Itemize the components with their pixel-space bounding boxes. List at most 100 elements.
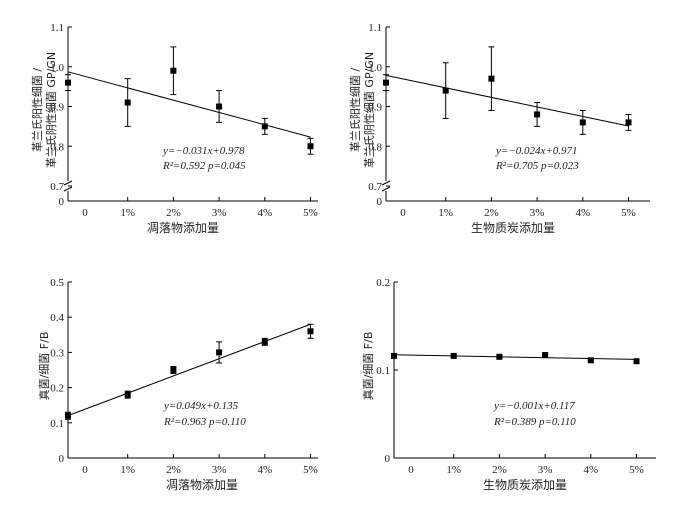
regression-line — [393, 354, 637, 360]
y-tick-label: 1.1 — [368, 22, 382, 34]
chart-panel-1: 0 0.7 0.8 0.9 1.0 1.1 0 1% 2% 3% 4% 5% 凋落物添加量 革兰氏阳性细菌… — [30, 22, 318, 235]
y-tick-label: 0.5 — [50, 277, 64, 289]
x-tick-label: 3% — [212, 207, 227, 219]
y-tick-label: 0.7 — [368, 181, 382, 193]
y-tick-label: 0.2 — [376, 277, 390, 289]
x-tick-label: 0 — [400, 207, 406, 219]
y-tick-label: 1.0 — [50, 62, 64, 74]
x-tick-label: 0 — [82, 207, 88, 219]
y-axis-label: 革兰氏阴性细菌 GP/GN — [362, 52, 376, 168]
x-tick-label: 3% — [530, 207, 545, 219]
data-point — [65, 79, 71, 86]
regression-line — [67, 323, 311, 417]
chart-panel-3: 0 0.1 0.2 0.3 0.4 0.5 0 1% 2% 3% 4% 5% 凋落物添加量 真菌/细菌 F… — [37, 277, 318, 492]
x-tick-label: 1% — [446, 464, 461, 476]
regression-equation: y=−0.024x+0.971 — [495, 145, 578, 157]
y-axis-label: 革兰氏阳性细菌 / — [30, 68, 44, 152]
data-point — [124, 99, 131, 106]
data-point — [216, 349, 223, 356]
data-point — [216, 103, 223, 110]
data-point — [579, 119, 586, 126]
data-point — [170, 67, 177, 74]
y-axis-label: 真菌/细菌 F/B — [37, 332, 51, 401]
regression-equation: y=−0.001x+0.117 — [493, 400, 575, 412]
y-tick-label: 0.2 — [50, 383, 64, 395]
data-point — [496, 353, 503, 360]
x-tick-label: 1% — [120, 464, 135, 476]
data-point — [261, 338, 268, 345]
data-point — [261, 123, 268, 130]
y-tick-label: 0 — [59, 196, 65, 208]
regression-stats: R²=0.963 p=0.110 — [163, 416, 246, 428]
y-tick-label: 0.8 — [368, 141, 382, 153]
x-tick-label: 4% — [257, 207, 272, 219]
data-point — [442, 87, 449, 94]
x-axis-label: 生物质炭添加量 — [471, 221, 555, 235]
y-tick-label: 0.8 — [50, 141, 64, 153]
x-tick-label: 0 — [408, 464, 414, 476]
data-point — [65, 412, 71, 419]
x-tick-label: 5% — [621, 207, 636, 219]
axis-break-mark — [381, 186, 391, 192]
data-point — [383, 79, 389, 86]
data-point — [488, 75, 495, 82]
x-axis-label: 生物质炭添加量 — [483, 478, 567, 492]
regression-equation: y=0.049x+0.135 — [163, 400, 239, 412]
chart-panel-4: 0 0.1 0.2 0 1% 2% 3% 4% 5% 生物质炭添加量 真菌/细菌 F/B y=−0.0… — [361, 277, 656, 492]
x-tick-label: 4% — [575, 207, 590, 219]
x-axis-label: 凋落物添加量 — [166, 478, 238, 492]
y-tick-label: 0.7 — [50, 181, 64, 193]
y-tick-label: 0 — [385, 453, 391, 465]
x-tick-label: 1% — [438, 207, 453, 219]
y-tick-label: 0.1 — [376, 365, 390, 377]
x-tick-label: 5% — [303, 207, 318, 219]
y-tick-label: 1.0 — [368, 62, 382, 74]
data-point — [587, 357, 594, 364]
y-tick-label: 0 — [59, 453, 65, 465]
x-tick-label: 2% — [166, 464, 181, 476]
x-axis-label: 凋落物添加量 — [147, 221, 219, 235]
y-tick-label: 1.1 — [50, 22, 64, 34]
y-tick-label: 0 — [377, 196, 383, 208]
data-point — [625, 119, 632, 126]
x-tick-label: 5% — [303, 464, 318, 476]
x-tick-label: 4% — [257, 464, 272, 476]
y-axis-label: 革兰氏阴性细菌 GP/GN — [44, 52, 58, 168]
regression-line — [67, 71, 311, 138]
data-point — [307, 143, 314, 150]
axis-break-mark — [63, 180, 73, 186]
regression-line — [385, 74, 629, 127]
data-point — [542, 352, 549, 359]
regression-stats: R²=0.592 p=0.045 — [162, 160, 246, 172]
regression-equation: y=−0.031x+0.978 — [162, 145, 245, 157]
y-tick-label: 0.9 — [50, 102, 64, 114]
x-tick-label: 1% — [120, 207, 135, 219]
chart-panel-2: 0 0.7 0.8 0.9 1.0 1.1 0 1% 2% 3% 4% 5% 生物质炭添加量 革兰氏阳性细… — [348, 22, 650, 235]
x-tick-label: 3% — [212, 464, 227, 476]
data-point — [534, 111, 541, 118]
y-tick-label: 0.4 — [50, 312, 64, 324]
axis-break-mark — [63, 186, 73, 192]
x-tick-label: 2% — [492, 464, 507, 476]
x-tick-label: 4% — [583, 464, 598, 476]
x-tick-label: 5% — [629, 464, 644, 476]
y-axis-label: 革兰氏阳性细菌 / — [348, 68, 362, 152]
y-tick-label: 0.1 — [50, 418, 64, 430]
x-tick-label: 2% — [166, 207, 181, 219]
x-tick-label: 3% — [538, 464, 553, 476]
x-tick-label: 0 — [82, 464, 88, 476]
data-point — [170, 367, 177, 373]
regression-stats: R²=0.705 p=0.023 — [495, 160, 579, 172]
data-point — [307, 328, 314, 335]
data-point — [450, 352, 457, 359]
regression-stats: R²=0.389 p=0.110 — [493, 416, 576, 428]
data-point — [391, 352, 397, 359]
y-axis-label: 真菌/细菌 F/B — [361, 332, 375, 401]
x-tick-label: 2% — [484, 207, 499, 219]
data-point — [633, 358, 640, 365]
y-tick-label: 0.9 — [368, 102, 382, 114]
data-point — [124, 391, 131, 398]
axis-break-mark — [381, 180, 391, 186]
y-tick-label: 0.3 — [50, 347, 64, 359]
